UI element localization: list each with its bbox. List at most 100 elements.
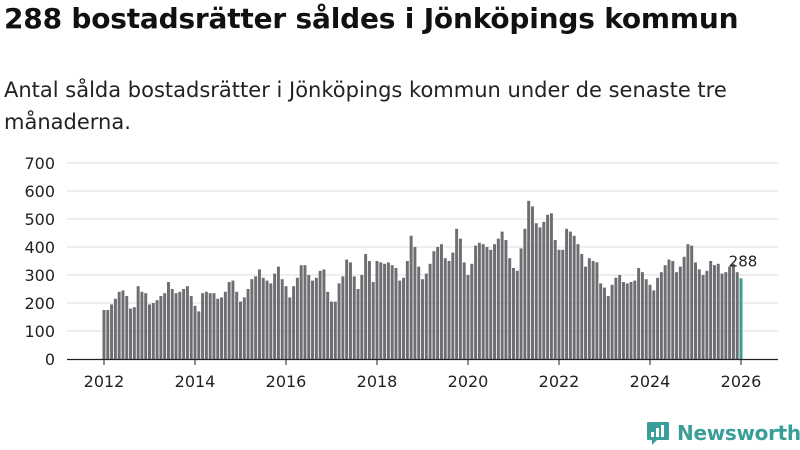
bar <box>299 265 303 359</box>
bar <box>432 251 436 359</box>
y-tick-label: 200 <box>24 294 55 313</box>
bar <box>337 283 341 359</box>
bar <box>584 266 588 359</box>
y-tick-label: 0 <box>45 350 55 369</box>
bar <box>189 296 193 359</box>
bar <box>390 265 394 359</box>
bar <box>170 289 174 359</box>
bar <box>534 223 538 359</box>
bar <box>193 305 197 359</box>
bar <box>523 228 527 359</box>
grid-layer <box>67 162 778 332</box>
bar <box>261 277 265 359</box>
bar <box>572 235 576 359</box>
bar <box>348 262 352 359</box>
bar <box>204 291 208 359</box>
bar <box>644 279 648 359</box>
bar <box>671 261 675 359</box>
bar <box>178 291 182 359</box>
bar <box>595 262 599 359</box>
bar <box>201 293 205 359</box>
bar <box>284 286 288 359</box>
bar <box>307 275 311 359</box>
bar <box>527 200 531 359</box>
bar <box>481 244 485 359</box>
bar <box>341 276 345 359</box>
bar <box>132 307 136 359</box>
y-tick-label: 700 <box>24 154 55 173</box>
bar <box>402 277 406 359</box>
bar <box>314 277 318 359</box>
bar <box>326 291 330 359</box>
bar <box>466 275 470 359</box>
bar <box>682 256 686 359</box>
bar <box>231 280 235 359</box>
bar <box>375 261 379 359</box>
bar <box>587 258 591 359</box>
bar <box>603 287 606 359</box>
bar <box>447 261 451 359</box>
bar-chart-logo-icon <box>647 422 669 445</box>
x-tick-label: 2016 <box>266 372 307 391</box>
bar <box>496 238 500 359</box>
bar <box>280 279 284 359</box>
bar <box>667 259 671 359</box>
bar-highlight <box>739 278 743 359</box>
bar <box>694 262 697 359</box>
bar <box>155 300 159 359</box>
bar <box>614 277 618 359</box>
bar <box>591 261 595 359</box>
bar <box>227 282 231 359</box>
bar <box>110 304 114 359</box>
newsworthy-logo: Newsworthy <box>645 418 800 448</box>
bar <box>394 268 398 359</box>
bar <box>656 277 660 359</box>
bar <box>477 242 481 359</box>
bar <box>428 263 432 359</box>
bar <box>530 206 534 359</box>
bar <box>371 282 375 359</box>
bar-series <box>102 200 743 359</box>
bar <box>269 283 273 359</box>
bar <box>455 228 459 359</box>
x-tick-label: 2024 <box>630 372 671 391</box>
bar <box>580 254 584 359</box>
bar <box>648 284 652 359</box>
bar <box>330 301 333 359</box>
bar <box>144 293 148 359</box>
bar <box>625 283 629 359</box>
bar <box>417 266 421 359</box>
y-tick-label: 300 <box>24 266 55 285</box>
bar <box>125 296 129 359</box>
bar <box>102 310 106 359</box>
bar <box>690 245 694 359</box>
bar <box>424 273 428 359</box>
bar <box>439 244 443 359</box>
brand-name: Newsworthy <box>677 421 800 445</box>
bar <box>686 244 690 359</box>
bar <box>216 298 220 359</box>
x-tick-label: 2014 <box>175 372 216 391</box>
bar <box>728 266 732 359</box>
bar <box>333 301 337 359</box>
bar <box>576 244 580 359</box>
bar <box>151 303 155 359</box>
bar <box>276 266 280 359</box>
bar <box>720 273 724 359</box>
bar <box>383 263 387 359</box>
bar <box>443 258 447 359</box>
bar <box>561 249 565 359</box>
bar <box>697 269 701 359</box>
bar <box>712 265 716 359</box>
bar <box>257 269 261 359</box>
bar <box>549 213 553 359</box>
bar <box>735 272 739 359</box>
bar <box>273 273 277 359</box>
bar <box>117 291 121 359</box>
x-tick-label: 2026 <box>721 372 762 391</box>
bar <box>678 266 682 359</box>
x-tick-label: 2018 <box>357 372 398 391</box>
bar <box>652 290 656 359</box>
bar <box>265 280 269 359</box>
y-axis-ticks: 0 100 200 300 400 500 600 700 <box>24 154 55 369</box>
